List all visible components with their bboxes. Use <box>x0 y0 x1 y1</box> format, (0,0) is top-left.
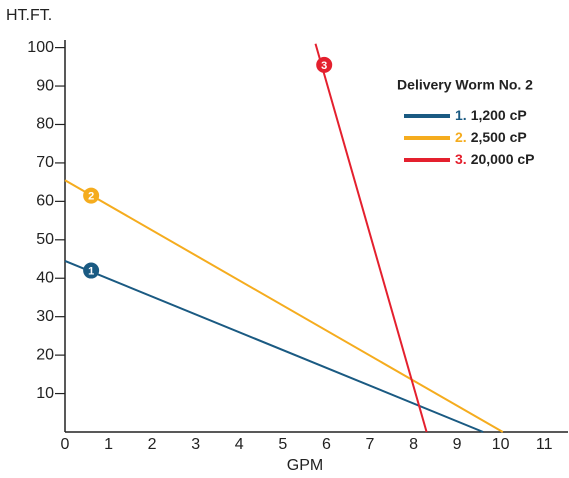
legend-name: 1,200 cP <box>471 107 527 123</box>
marker-label: 3 <box>321 60 327 72</box>
legend-number: 1. <box>455 107 467 123</box>
y-tick-label: 60 <box>36 193 54 210</box>
marker-label: 2 <box>88 191 94 203</box>
x-axis-label: GPM <box>287 457 323 474</box>
legend-number: 3. <box>455 151 467 167</box>
legend-name: 2,500 cP <box>471 129 527 145</box>
y-tick-label: 40 <box>36 269 54 286</box>
x-tick-label: 5 <box>278 436 287 453</box>
marker <box>83 187 100 204</box>
y-tick-label: 10 <box>36 385 54 402</box>
legend-entry: 1. 1,200 cP <box>455 107 527 123</box>
x-tick-label: 7 <box>366 436 375 453</box>
x-tick-label: 8 <box>409 436 418 453</box>
marker <box>316 56 333 73</box>
y-tick-label: 20 <box>36 346 54 363</box>
y-axis-label: HT.FT. <box>6 7 52 24</box>
line <box>64 260 484 433</box>
x-tick-label: 10 <box>492 436 510 453</box>
line <box>64 179 504 433</box>
x-tick-label: 1 <box>104 436 113 453</box>
x-tick-label: 3 <box>191 436 200 453</box>
marker <box>83 262 100 279</box>
legend-name: 20,000 cP <box>471 151 535 167</box>
legend-title: Delivery Worm No. 2 <box>397 77 533 93</box>
y-tick-label: 30 <box>36 308 54 325</box>
x-tick-label: 6 <box>322 436 331 453</box>
x-tick-label: 9 <box>453 436 462 453</box>
x-tick-label: 2 <box>148 436 157 453</box>
marker-label: 1 <box>88 265 94 277</box>
legend-entry: 3. 20,000 cP <box>455 151 535 167</box>
y-tick-label: 50 <box>36 231 54 248</box>
x-tick-label: 11 <box>536 436 553 453</box>
x-tick-label: 4 <box>235 436 244 453</box>
y-tick-label: 70 <box>36 154 54 171</box>
line <box>314 43 428 433</box>
y-tick-label: 90 <box>36 77 54 94</box>
y-tick-label: 80 <box>36 116 54 133</box>
x-tick-label: 0 <box>61 436 70 453</box>
y-tick-label: 100 <box>27 39 54 56</box>
legend-entry: 2. 2,500 cP <box>455 129 527 145</box>
legend-number: 2. <box>455 129 467 145</box>
